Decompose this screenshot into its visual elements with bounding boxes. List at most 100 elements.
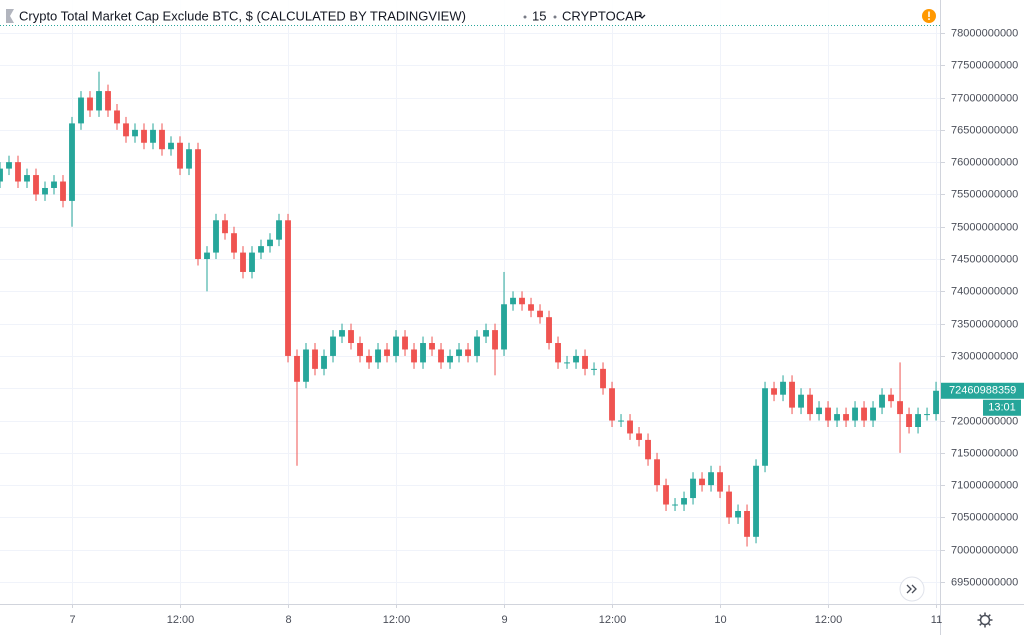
candle-body	[222, 220, 228, 234]
warning-dot	[928, 18, 930, 20]
candle-body	[375, 349, 381, 363]
candle-body	[609, 388, 615, 421]
settings-icon[interactable]	[979, 614, 991, 626]
candle-body	[510, 297, 516, 305]
candle-body	[870, 407, 876, 421]
candles	[0, 71, 939, 547]
candle-body	[582, 355, 588, 369]
last-price-tag	[941, 382, 1024, 399]
candle-body	[24, 175, 30, 182]
candle-body	[0, 168, 3, 182]
candle-body	[96, 91, 102, 111]
y-tick-label: 75500000000	[951, 188, 1018, 200]
candle-body	[573, 355, 579, 363]
candle-body	[564, 362, 570, 364]
separator	[523, 15, 527, 19]
candle-body	[519, 297, 525, 305]
candle-body	[681, 498, 687, 505]
candle-body	[663, 485, 669, 505]
candle-body	[420, 343, 426, 363]
x-tick-label: 10	[714, 614, 726, 626]
candle-body	[330, 336, 336, 356]
x-tick-label: 9	[501, 614, 507, 626]
candle-body	[177, 142, 183, 169]
candle-body	[357, 343, 363, 356]
candle-body	[717, 472, 723, 492]
candle-body	[906, 414, 912, 427]
candle-body	[69, 123, 75, 201]
separator	[553, 15, 557, 19]
y-tick-label: 71500000000	[951, 447, 1018, 459]
interval[interactable]: 15	[532, 8, 546, 23]
candle-body	[465, 349, 471, 356]
candle-body	[150, 129, 156, 143]
y-tick-label: 74000000000	[951, 285, 1018, 297]
last-price-label: 72460988359	[949, 385, 1016, 397]
candle-body	[762, 388, 768, 466]
candle-body	[924, 414, 930, 416]
candle-body	[528, 304, 534, 311]
candle-body	[456, 349, 462, 356]
candle-body	[501, 304, 507, 350]
x-tick-label: 11	[931, 614, 942, 626]
scroll-icon	[906, 584, 917, 594]
y-tick-label: 70000000000	[951, 544, 1018, 556]
candle-body	[339, 330, 345, 337]
candle-body	[51, 181, 57, 188]
candle-body	[123, 123, 129, 137]
candle-body	[708, 472, 714, 486]
y-tick-label: 76500000000	[951, 124, 1018, 136]
candle-body	[699, 478, 705, 486]
settings-teeth	[977, 612, 993, 628]
candle-body	[267, 239, 273, 247]
candle-body	[816, 407, 822, 415]
candle-body	[735, 510, 741, 518]
candle-body	[42, 187, 48, 195]
candle-body	[555, 343, 561, 363]
scroll-button[interactable]	[899, 576, 925, 602]
candle-body	[807, 394, 813, 415]
settings[interactable]	[977, 612, 993, 628]
chart-title: Crypto Total Market Cap Exclude BTC, $ (…	[19, 8, 466, 23]
candle-body	[483, 330, 489, 337]
candle-body	[312, 349, 318, 369]
header-bg	[0, 0, 940, 26]
candle-body	[159, 129, 165, 150]
candle-body	[798, 394, 804, 408]
candle-body	[879, 394, 885, 408]
x-tick-label: 12:00	[167, 614, 195, 626]
dropdown-caret[interactable]	[638, 14, 646, 19]
candle-body	[690, 478, 696, 499]
candle-body	[384, 349, 390, 356]
candle-body	[600, 368, 606, 389]
candle-body	[753, 465, 759, 537]
candle-body	[105, 91, 111, 111]
candle-body	[897, 401, 903, 415]
y-tick-label: 76000000000	[951, 156, 1018, 168]
x-tick-label: 8	[285, 614, 291, 626]
candle-body	[231, 233, 237, 253]
exchange[interactable]: CRYPTOCAP	[562, 8, 642, 23]
y-tick-label: 72000000000	[951, 415, 1018, 427]
countdown-tag	[983, 399, 1021, 416]
candle-body	[6, 162, 12, 169]
candle-body	[60, 181, 66, 201]
candle-body	[654, 459, 660, 486]
candle-body	[915, 414, 921, 427]
candle-body	[888, 394, 894, 402]
candle-body	[438, 349, 444, 363]
candle-body	[546, 317, 552, 344]
scroll-to-realtime[interactable]	[899, 576, 925, 602]
candle-body	[474, 336, 480, 356]
candle-body	[429, 343, 435, 350]
x-tick-label: 7	[69, 614, 75, 626]
candle-body	[303, 349, 309, 382]
candle-body	[114, 110, 120, 124]
symbol-icon	[6, 9, 14, 23]
candle-body	[240, 252, 246, 272]
candle-body	[258, 246, 264, 253]
y-tick-label: 77000000000	[951, 92, 1018, 104]
candle-body	[168, 142, 174, 150]
y-tick-label: 78000000000	[951, 27, 1018, 39]
